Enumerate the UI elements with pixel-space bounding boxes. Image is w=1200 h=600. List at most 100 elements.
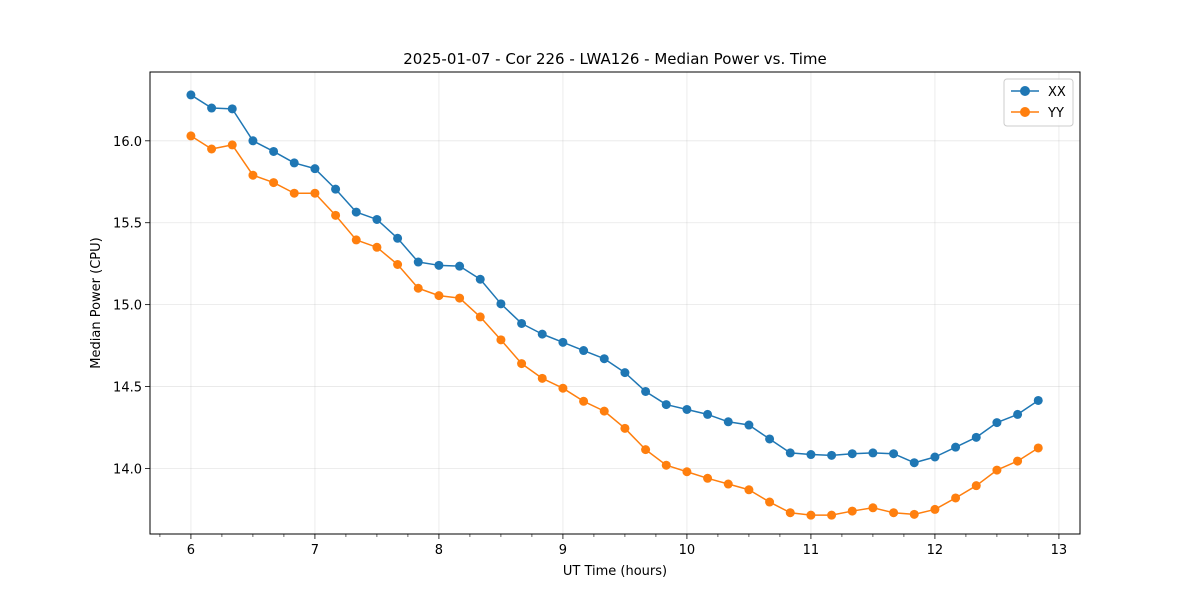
data-point-xx <box>847 449 857 459</box>
data-point-xx <box>951 442 961 452</box>
data-point-xx <box>930 452 940 462</box>
data-point-yy <box>310 188 320 198</box>
data-point-yy <box>434 291 444 301</box>
data-point-xx <box>186 90 196 100</box>
data-point-xx <box>889 449 899 459</box>
grid <box>150 72 1080 534</box>
data-point-yy <box>455 293 465 303</box>
data-point-xx <box>641 386 651 396</box>
y-tick-label: 15.0 <box>113 299 142 314</box>
data-point-yy <box>992 465 1002 475</box>
data-point-xx <box>599 354 609 364</box>
data-point-xx <box>558 337 568 347</box>
data-point-yy <box>971 481 981 491</box>
y-axis-label: Median Power (CPU) <box>89 237 104 368</box>
x-tick-label: 9 <box>559 543 567 558</box>
data-point-yy <box>475 312 485 322</box>
data-point-xx <box>682 404 692 414</box>
data-point-xx <box>207 103 217 113</box>
data-point-yy <box>207 144 217 154</box>
data-point-xx <box>413 257 423 267</box>
data-point-xx <box>434 260 444 270</box>
data-point-xx <box>744 420 754 430</box>
data-point-yy <box>744 485 754 495</box>
data-point-yy <box>393 260 403 269</box>
data-point-yy <box>331 210 341 220</box>
data-point-yy <box>558 383 568 393</box>
data-point-xx <box>455 261 465 271</box>
data-point-yy <box>413 283 423 293</box>
data-point-yy <box>537 373 547 383</box>
y-tick-label: 15.5 <box>113 217 142 232</box>
data-point-xx <box>806 450 816 460</box>
axes: 6 7 8 9 10 11 12 13 14.0 14.5 15.0 15.5 16.0 <box>113 135 1067 558</box>
data-point-xx <box>351 207 361 217</box>
data-point-yy <box>1033 443 1043 453</box>
data-point-yy <box>599 406 609 416</box>
chart-title: 2025-01-07 - Cor 226 - LWA126 - Median P… <box>403 50 827 68</box>
data-point-yy <box>641 445 651 455</box>
data-point-yy <box>517 359 527 369</box>
data-point-yy <box>661 460 671 470</box>
legend-marker-yy <box>1020 107 1030 117</box>
data-point-yy <box>909 509 919 519</box>
data-point-xx <box>475 274 485 284</box>
x-tick-label: 6 <box>187 543 195 558</box>
legend: XX YY <box>1003 78 1074 127</box>
data-point-xx <box>765 434 775 444</box>
data-point-yy <box>868 503 878 513</box>
data-point-yy <box>930 504 940 514</box>
data-point-xx <box>393 233 403 243</box>
data-point-xx <box>310 164 320 174</box>
data-point-xx <box>372 214 382 224</box>
data-point-xx <box>827 450 837 460</box>
data-point-xx <box>971 432 981 442</box>
data-point-yy <box>372 242 382 252</box>
x-axis-label: UT Time (hours) <box>563 564 667 579</box>
legend-label-yy: YY <box>1047 106 1064 121</box>
x-tick-label: 13 <box>1051 543 1068 558</box>
x-tick-label: 10 <box>679 543 696 558</box>
data-point-xx <box>620 368 630 378</box>
data-point-xx <box>517 318 527 328</box>
legend-label-xx: XX <box>1048 85 1066 100</box>
data-point-xx <box>661 400 671 410</box>
data-point-yy <box>289 188 299 198</box>
data-point-xx <box>785 448 795 458</box>
y-tick-label: 16.0 <box>113 135 142 150</box>
data-point-yy <box>847 506 857 516</box>
data-point-xx <box>1013 409 1023 419</box>
data-point-yy <box>620 423 630 433</box>
data-point-yy <box>496 335 506 345</box>
data-point-xx <box>579 346 589 356</box>
data-point-xx <box>248 136 258 146</box>
data-point-xx <box>496 299 506 309</box>
data-point-xx <box>1033 395 1043 405</box>
series-group <box>186 90 1043 520</box>
data-point-yy <box>703 473 713 483</box>
data-point-yy <box>351 235 361 245</box>
y-tick-label: 14.5 <box>113 381 142 396</box>
data-point-yy <box>889 508 899 518</box>
x-tick-label: 11 <box>803 543 820 558</box>
data-point-yy <box>765 497 775 507</box>
data-point-yy <box>785 508 795 518</box>
data-point-xx <box>703 409 713 419</box>
x-tick-label: 8 <box>435 543 443 558</box>
data-point-yy <box>248 170 258 180</box>
data-point-yy <box>579 396 589 406</box>
data-point-xx <box>227 104 237 114</box>
data-point-xx <box>289 158 299 168</box>
data-point-yy <box>806 510 816 520</box>
y-tick-label: 14.0 <box>113 462 142 477</box>
data-point-yy <box>682 467 692 477</box>
data-point-yy <box>269 178 279 188</box>
data-point-xx <box>269 146 279 156</box>
data-point-yy <box>827 510 837 520</box>
data-point-xx <box>868 448 878 458</box>
x-tick-label: 7 <box>311 543 319 558</box>
x-tick-label: 12 <box>927 543 944 558</box>
data-point-yy <box>951 493 961 503</box>
data-point-xx <box>331 184 341 194</box>
